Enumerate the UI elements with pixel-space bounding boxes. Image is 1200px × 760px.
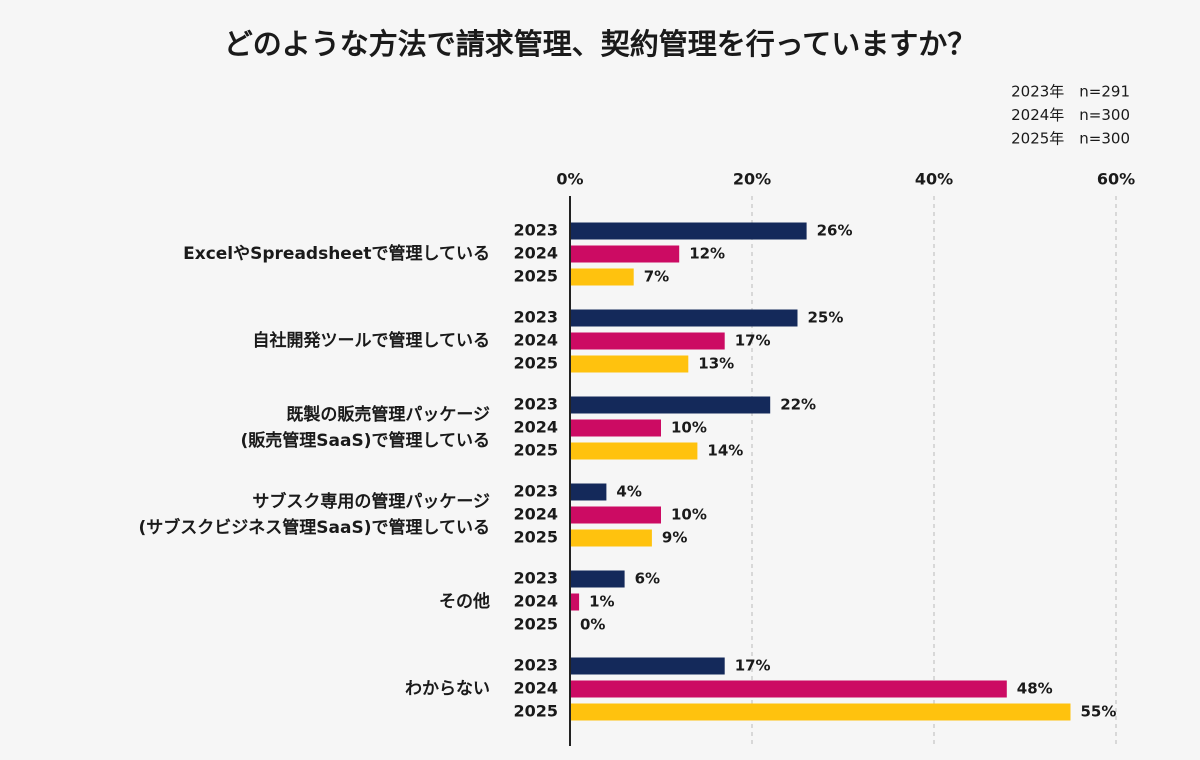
value-label: 26%	[817, 222, 853, 240]
category-label: (販売管理SaaS)で管理している	[241, 430, 490, 451]
bar	[570, 222, 807, 240]
bar	[570, 355, 689, 373]
series-label: 2023	[513, 308, 558, 327]
x-tick-label: 0%	[556, 170, 583, 189]
bar	[570, 680, 1007, 698]
category-label: (サブスクビジネス管理SaaS)で管理している	[139, 517, 490, 538]
x-tick-label: 40%	[915, 170, 953, 189]
bar	[570, 657, 725, 675]
category-label: その他	[439, 591, 490, 612]
series-label: 2023	[513, 569, 558, 588]
value-label: 0%	[580, 616, 605, 634]
bar	[570, 593, 580, 611]
value-label: 22%	[780, 396, 816, 414]
bar	[570, 529, 652, 547]
series-label: 2024	[513, 679, 558, 698]
value-label: 25%	[808, 309, 844, 327]
series-label: 2025	[513, 702, 558, 721]
bar	[570, 396, 771, 414]
value-label: 1%	[589, 593, 614, 611]
series-label: 2024	[513, 418, 558, 437]
x-tick-label: 60%	[1097, 170, 1135, 189]
bar	[570, 483, 607, 501]
series-label: 2024	[513, 505, 558, 524]
value-label: 17%	[735, 332, 771, 350]
category-label: サブスク専用の管理パッケージ	[252, 491, 490, 512]
bar	[570, 442, 698, 460]
bar	[570, 506, 661, 524]
value-label: 12%	[689, 245, 725, 263]
sample-note: 2024年 n=300	[1011, 106, 1130, 124]
value-label: 10%	[671, 419, 707, 437]
sample-note: 2025年 n=300	[1011, 130, 1130, 148]
series-label: 2025	[513, 354, 558, 373]
category-label: 自社開発ツールで管理している	[253, 330, 491, 351]
x-tick-label: 20%	[733, 170, 771, 189]
bar	[570, 245, 680, 263]
value-label: 17%	[735, 657, 771, 675]
value-label: 6%	[635, 570, 660, 588]
chart-title: どのような方法で請求管理、契約管理を行っていますか？	[224, 27, 977, 61]
value-label: 10%	[671, 506, 707, 524]
series-label: 2025	[513, 441, 558, 460]
bar	[570, 268, 634, 286]
value-label: 7%	[644, 268, 669, 286]
series-label: 2024	[513, 244, 558, 263]
bar	[570, 309, 798, 327]
value-label: 14%	[707, 442, 743, 460]
series-label: 2023	[513, 221, 558, 240]
series-label: 2025	[513, 615, 558, 634]
series-label: 2024	[513, 331, 558, 350]
category-label: わからない	[405, 679, 490, 699]
bar	[570, 703, 1071, 721]
sample-note: 2023年 n=291	[1011, 83, 1130, 101]
bar	[570, 332, 725, 350]
series-label: 2025	[513, 267, 558, 286]
series-label: 2025	[513, 528, 558, 547]
series-label: 2023	[513, 482, 558, 501]
series-label: 2023	[513, 395, 558, 414]
value-label: 48%	[1017, 680, 1053, 698]
category-label: 既製の販売管理パッケージ	[286, 404, 490, 425]
value-label: 13%	[698, 355, 734, 373]
value-label: 4%	[616, 483, 641, 501]
series-label: 2024	[513, 592, 558, 611]
bar	[570, 570, 625, 588]
category-label: ExcelやSpreadsheetで管理している	[183, 243, 490, 264]
value-label: 9%	[662, 529, 687, 547]
bar	[570, 419, 661, 437]
value-label: 55%	[1081, 703, 1117, 721]
series-label: 2023	[513, 656, 558, 675]
